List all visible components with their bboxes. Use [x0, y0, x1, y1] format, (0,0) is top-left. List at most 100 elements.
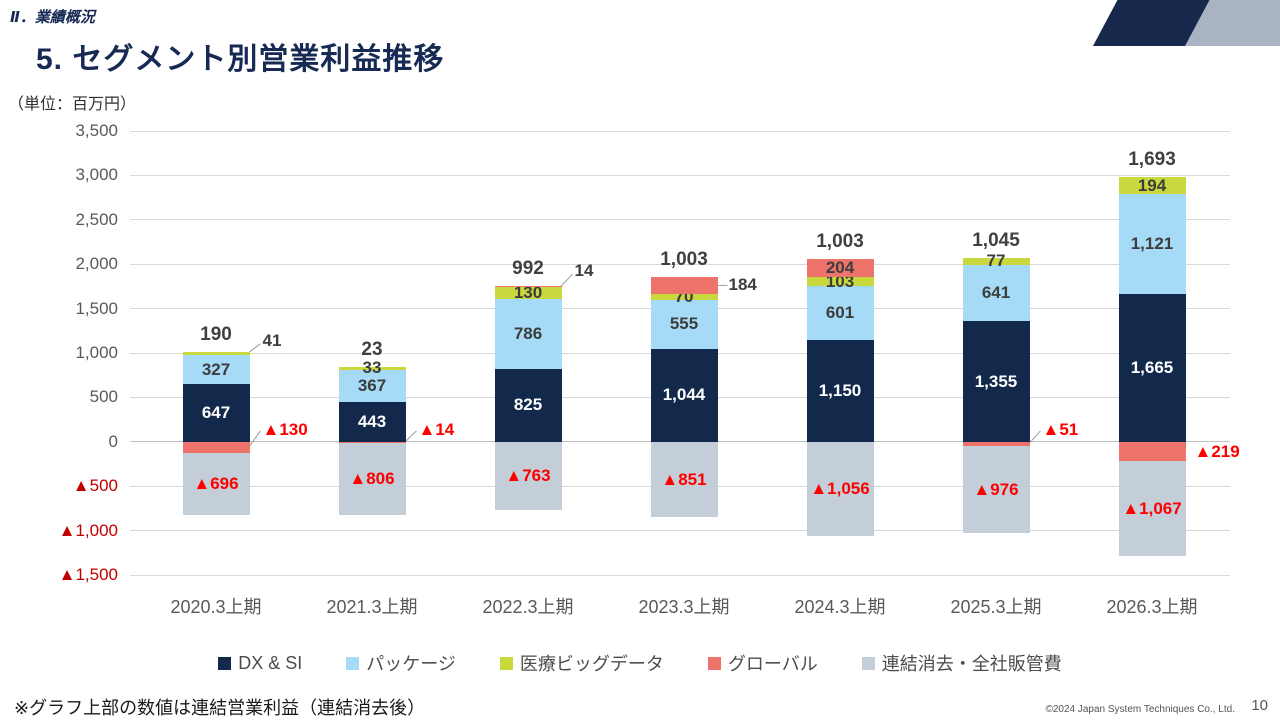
- bar-segment: [182, 355, 250, 385]
- y-axis-tick-label: 2,000: [75, 254, 118, 274]
- y-axis-tick-label: 3,500: [75, 121, 118, 140]
- bar-segment: [494, 441, 562, 510]
- callout-leader-line: [560, 273, 573, 288]
- bar-segment: [962, 321, 1030, 442]
- bar-segment: [338, 402, 406, 442]
- y-axis-tick-label: 500: [89, 387, 118, 407]
- x-axis-category-label: 2020.3上期: [170, 597, 262, 617]
- section-label: Ⅱ．業績概況: [10, 9, 95, 26]
- segment-value-label: 327: [201, 359, 231, 379]
- y-axis-tick-label: 1,500: [75, 298, 118, 318]
- bar-segment: [650, 441, 718, 518]
- bar-segment: [182, 453, 250, 516]
- legend-swatch: [861, 656, 875, 670]
- segment-value-label: 647: [201, 403, 231, 423]
- bar-segment: [182, 384, 250, 442]
- chart-legend: DX & SI パッケージ 医療ビッグデータ グローバル 連結消去・全社販管費: [0, 648, 1280, 678]
- segment-value-label: ▲1,056: [810, 478, 870, 498]
- y-axis-tick-label: ▲500: [72, 476, 118, 496]
- bar-segment: [338, 366, 406, 370]
- callout-leader-line: [248, 430, 261, 448]
- bar-segment: [1118, 461, 1186, 556]
- bar-segment: [650, 349, 718, 442]
- segment-value-label: ▲976: [973, 479, 1019, 499]
- bar-segment: [338, 441, 406, 444]
- callout-leader-line: [1028, 430, 1041, 445]
- gridline: [130, 174, 1230, 176]
- bar-segment: [1118, 194, 1186, 294]
- legend-item: グローバル: [707, 650, 818, 676]
- copyright: ©2024 Japan System Techniques Co., Ltd.: [1045, 704, 1235, 715]
- y-axis-tick-label: 1,000: [75, 343, 118, 362]
- segment-value-label: ▲14: [418, 419, 455, 439]
- segment-value-label: 641: [981, 283, 1011, 302]
- bar-segment: [962, 446, 1030, 533]
- bar-segment: [650, 299, 718, 350]
- total-value-label: 1,003: [816, 231, 864, 253]
- x-axis-category-label: 2022.3上期: [482, 597, 574, 617]
- bar-segment: [494, 368, 562, 442]
- bar-segment: [962, 441, 1030, 447]
- total-value-label: 190: [200, 323, 232, 345]
- segment-value-label: ▲51: [1042, 419, 1079, 439]
- bar-segment: [1118, 293, 1186, 442]
- legend-label: パッケージ: [366, 654, 456, 674]
- x-axis-category-label: 2026.3上期: [1106, 597, 1198, 617]
- total-value-label: 992: [512, 257, 544, 279]
- x-axis-category-label: 2021.3上期: [326, 597, 418, 617]
- bar-segment: [650, 293, 718, 300]
- segment-value-label: ▲763: [505, 465, 551, 485]
- segment-value-label: 204: [825, 258, 855, 278]
- segment-value-label: 367: [357, 376, 387, 396]
- y-axis-tick-label: 2,500: [75, 209, 118, 229]
- legend-label: グローバル: [727, 654, 818, 674]
- segment-value-label: ▲130: [262, 419, 308, 439]
- bar-segment: [962, 257, 1030, 265]
- legend-item: DX & SI: [218, 653, 302, 674]
- callout-leader-line: [404, 430, 417, 443]
- callout-leader-line: [248, 343, 261, 354]
- bar-segment: [806, 339, 874, 442]
- segment-value-label: 184: [728, 275, 757, 295]
- y-axis-tick-label: ▲1,000: [58, 520, 118, 540]
- total-value-label: 23: [361, 338, 383, 360]
- segment-value-label: 41: [262, 330, 282, 350]
- x-axis-category-label: 2023.3上期: [638, 597, 730, 617]
- legend-swatch: [218, 656, 232, 670]
- footnote: ※グラフ上部の数値は連結営業利益（連結消去後）: [14, 698, 426, 718]
- gridline: [130, 530, 1230, 532]
- legend-label: 医療ビッグデータ: [519, 654, 664, 674]
- legend-item: パッケージ: [346, 650, 456, 676]
- page-number: 10: [1251, 697, 1268, 714]
- bar-segment: [806, 286, 874, 340]
- legend-item: 医療ビッグデータ: [499, 650, 664, 676]
- bar-segment: [338, 369, 406, 403]
- bar-segment: [962, 264, 1030, 322]
- gridline: [130, 130, 1230, 132]
- bar-segment: [494, 298, 562, 369]
- legend-swatch: [499, 656, 513, 670]
- bar-segment: [1118, 177, 1186, 195]
- segment-value-label: 194: [1137, 175, 1167, 195]
- total-value-label: 1,003: [660, 249, 708, 271]
- segment-value-label: ▲1,067: [1122, 498, 1182, 518]
- y-axis-tick-label: ▲1,500: [58, 565, 118, 584]
- segment-value-label: 1,044: [662, 385, 706, 405]
- segment-value-label: 1,355: [974, 371, 1018, 391]
- segment-value-label: 555: [669, 314, 699, 334]
- y-axis-tick-label: 3,000: [75, 165, 118, 185]
- segment-value-label: 1,150: [818, 380, 862, 400]
- bar-segment: [338, 443, 406, 515]
- bar-segment: [494, 285, 562, 288]
- total-value-label: 1,693: [1128, 149, 1176, 171]
- legend-label: DX & SI: [238, 652, 303, 673]
- segment-value-label: 130: [513, 282, 543, 302]
- bar-segment: [182, 351, 250, 356]
- segment-value-label: ▲851: [661, 469, 707, 489]
- segment-value-label: 1,665: [1130, 357, 1174, 377]
- segment-value-label: 825: [513, 395, 543, 415]
- segment-value-label: 1,121: [1130, 234, 1174, 254]
- gridline: [130, 263, 1230, 265]
